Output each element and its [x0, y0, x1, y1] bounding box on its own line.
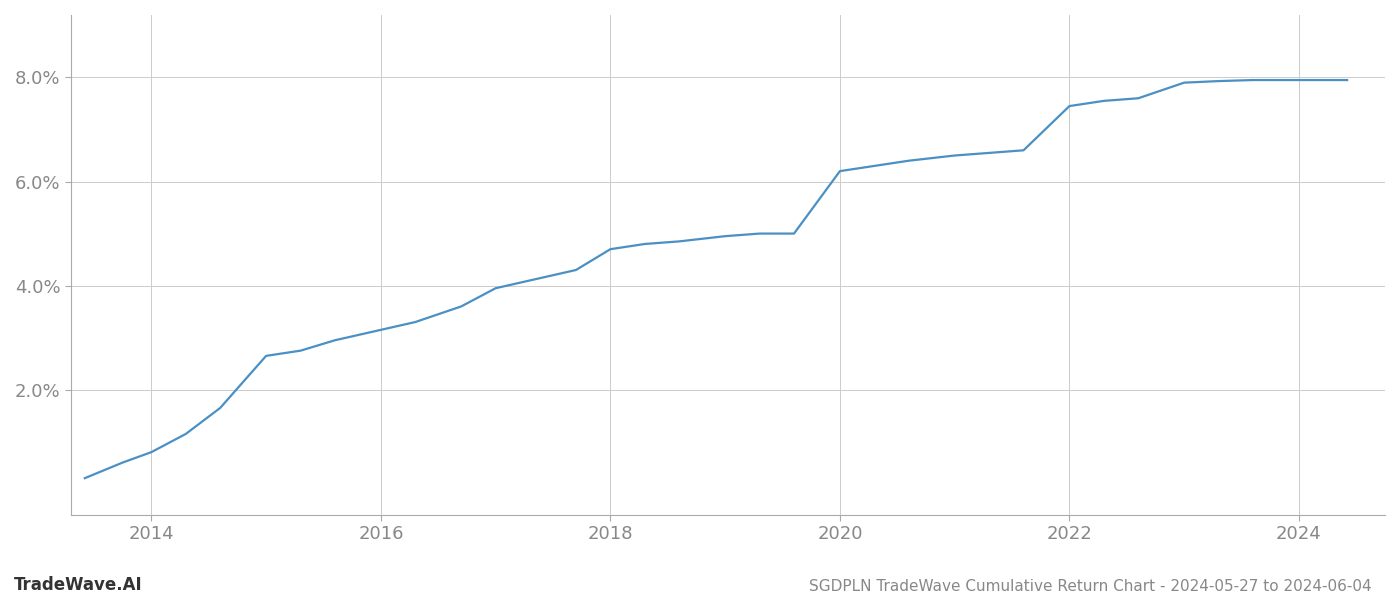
Text: SGDPLN TradeWave Cumulative Return Chart - 2024-05-27 to 2024-06-04: SGDPLN TradeWave Cumulative Return Chart…	[809, 579, 1372, 594]
Text: TradeWave.AI: TradeWave.AI	[14, 576, 143, 594]
